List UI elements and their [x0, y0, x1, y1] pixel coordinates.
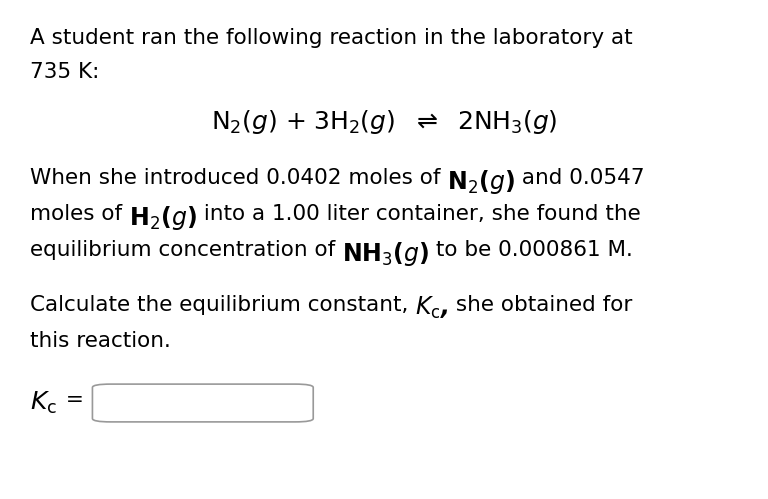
- Text: When she introduced 0.0402 moles of: When she introduced 0.0402 moles of: [30, 168, 448, 188]
- Text: $K_{\mathrm{c}}$,: $K_{\mathrm{c}}$,: [415, 295, 449, 321]
- Text: moles of: moles of: [30, 204, 129, 224]
- Text: 735 K:: 735 K:: [30, 62, 99, 82]
- Text: NH$_3$($g$): NH$_3$($g$): [342, 240, 429, 268]
- Text: she obtained for: she obtained for: [449, 295, 632, 315]
- Text: and 0.0547: and 0.0547: [515, 168, 645, 188]
- Text: this reaction.: this reaction.: [30, 331, 170, 351]
- Text: N$_2$($g$) + 3H$_2$($g$)  $\rightleftharpoons$  2NH$_3$($g$): N$_2$($g$) + 3H$_2$($g$) $\rightleftharp…: [210, 108, 558, 136]
- Text: N$_2$($g$): N$_2$($g$): [448, 168, 515, 196]
- Text: $K_{\mathrm{c}}$: $K_{\mathrm{c}}$: [30, 390, 57, 416]
- Text: H$_2$($g$): H$_2$($g$): [129, 204, 197, 232]
- Text: Calculate the equilibrium constant,: Calculate the equilibrium constant,: [30, 295, 415, 315]
- Text: A student ran the following reaction in the laboratory at: A student ran the following reaction in …: [30, 28, 633, 48]
- Text: equilibrium concentration of: equilibrium concentration of: [30, 240, 342, 260]
- Text: =: =: [59, 390, 84, 410]
- Text: into a 1.00 liter container, she found the: into a 1.00 liter container, she found t…: [197, 204, 641, 224]
- Text: to be 0.000861 M.: to be 0.000861 M.: [429, 240, 633, 260]
- FancyBboxPatch shape: [92, 384, 313, 422]
